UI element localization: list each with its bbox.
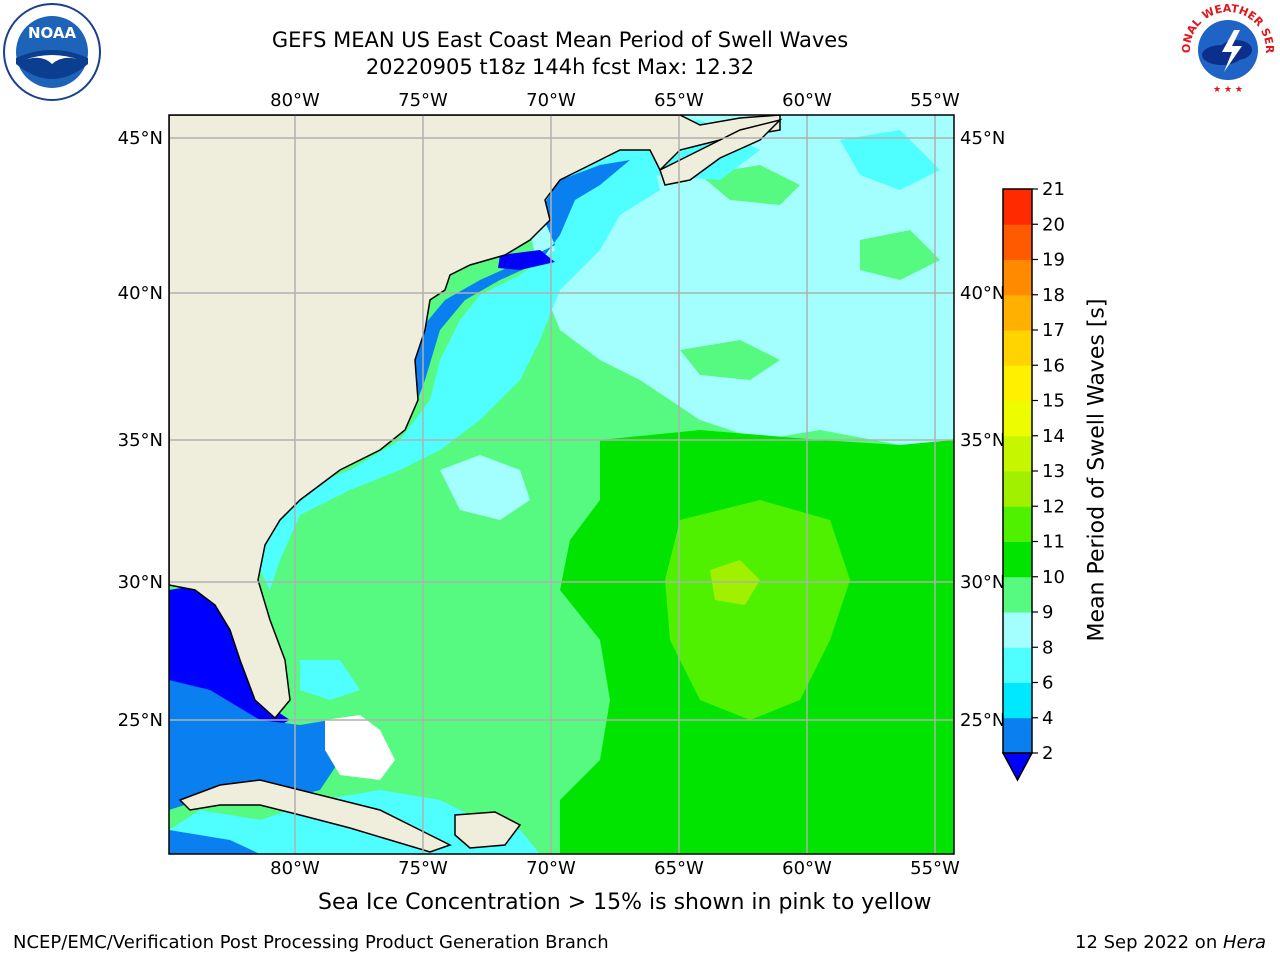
lat-label-left: 40°N: [118, 283, 163, 304]
colorbar-tick-label: 12: [1042, 496, 1065, 517]
swell-region-11-12: [665, 500, 850, 720]
svg-text:★ ★ ★: ★ ★ ★: [1213, 85, 1243, 95]
lon-label-top: 70°W: [526, 90, 576, 111]
land-cuba: [178, 779, 452, 853]
colorbar-under-arrow: [1001, 752, 1034, 782]
colorbar-segment: [1003, 259, 1032, 296]
lon-label-top: 80°W: [270, 90, 320, 111]
noaa-logo: NOAA: [3, 3, 101, 101]
colorbar-segment: [1003, 612, 1032, 648]
colorbar-tick-label: 10: [1042, 567, 1065, 588]
colorbar-segment: [1003, 400, 1032, 437]
map-frame: [168, 114, 955, 855]
colorbar-segment: [1003, 471, 1032, 507]
footer-date: 12 Sep 2022 on Hera: [1075, 932, 1266, 953]
lon-label-bottom: 80°W: [270, 858, 320, 879]
colorbar-tick-label: 21: [1042, 179, 1065, 200]
lat-label-left: 35°N: [118, 430, 163, 451]
colorbar-tick-label: 16: [1042, 355, 1065, 376]
noaa-logo-text: NOAA: [28, 24, 77, 42]
lon-label-bottom: 65°W: [654, 858, 704, 879]
lon-label-bottom: 55°W: [910, 858, 960, 879]
colorbar-segment: [1003, 294, 1032, 331]
lat-label-right: 25°N: [960, 710, 1005, 731]
lat-label-left: 30°N: [118, 572, 163, 593]
lon-label-top: 65°W: [654, 90, 704, 111]
coastal-shelf-light: [255, 150, 660, 590]
colorbar-tick-label: 14: [1042, 426, 1065, 447]
lat-label-right: 30°N: [960, 572, 1005, 593]
colorbar-tick-label: 18: [1042, 285, 1065, 306]
lat-label-left: 45°N: [118, 128, 163, 149]
colorbar: 2 4 6 8 9 10 11 12 13 14 15 16 17 18 19 20 21: [1001, 179, 1065, 782]
land-hispaniola: [454, 811, 522, 849]
colorbar-segment: [1003, 717, 1032, 754]
colorbar-tick-label: 4: [1042, 708, 1053, 729]
colorbar-tick-label: 17: [1042, 320, 1065, 341]
gulf-mid: [169, 680, 340, 810]
lat-label-right: 45°N: [960, 128, 1005, 149]
lon-label-top: 75°W: [398, 90, 448, 111]
colorbar-tick-label: 2: [1042, 743, 1053, 764]
lon-label-top: 55°W: [910, 90, 960, 111]
colorbar-segment: [1003, 189, 1032, 225]
colorbar-segment: [1003, 224, 1032, 260]
colorbar-tick-label: 20: [1042, 214, 1065, 235]
lat-label-right: 40°N: [960, 283, 1005, 304]
lat-label-right: 35°N: [960, 430, 1005, 451]
colorbar-segment: [1003, 682, 1032, 719]
chart-title: GEFS MEAN US East Coast Mean Period of S…: [271, 28, 849, 52]
bahamas-shallow: [325, 715, 395, 780]
colorbar-tick-label: 19: [1042, 250, 1065, 271]
map-gridlines: [169, 115, 954, 854]
swell-region-8-9-mid: [440, 455, 530, 520]
colorbar-tick-label: 11: [1042, 532, 1065, 553]
colorbar-tick-label: 8: [1042, 637, 1053, 658]
land-nova-scotia: [659, 118, 783, 186]
colorbar-tick-label: 6: [1042, 673, 1053, 694]
colorbar-segment: [1003, 365, 1032, 401]
lon-label-top: 60°W: [782, 90, 832, 111]
colorbar-segment: [1003, 647, 1032, 683]
coastal-shelf-deep: [498, 250, 555, 270]
colorbar-segment: [1003, 330, 1032, 366]
colorbar-segment: [1003, 541, 1032, 578]
colorbar-segment: [1003, 576, 1032, 613]
lon-label-bottom: 70°W: [526, 858, 576, 879]
chart-subtitle: 20220905 t18z 144h fcst Max: 12.32: [365, 55, 755, 79]
colorbar-tick-label: 13: [1042, 461, 1065, 482]
caribbean-mid: [169, 830, 260, 854]
colorbar-tick-label: 9: [1042, 602, 1053, 623]
lon-label-bottom: 60°W: [782, 858, 832, 879]
colorbar-segment: [1003, 435, 1032, 472]
footer-host: Hera: [1222, 932, 1266, 953]
bahamas-shelf: [300, 660, 360, 700]
sea-ice-note: Sea Ice Concentration > 15% is shown in …: [318, 890, 932, 915]
nws-logo: NATIONAL WEATHER SERVICE ★ ★ ★: [1178, 0, 1276, 98]
colorbar-segment: [1003, 506, 1032, 542]
footer-date-text: 12 Sep 2022 on: [1075, 932, 1223, 953]
lon-label-bottom: 75°W: [398, 858, 448, 879]
land-north-america: [169, 115, 781, 720]
footer-credit: NCEP/EMC/Verification Post Processing Pr…: [13, 932, 609, 953]
colorbar-tick-label: 15: [1042, 391, 1065, 412]
swell-region-9-10-patch-north: [680, 165, 940, 380]
colorbar-label: Mean Period of Swell Waves [s]: [1084, 298, 1110, 642]
lat-label-left: 25°N: [118, 710, 163, 731]
